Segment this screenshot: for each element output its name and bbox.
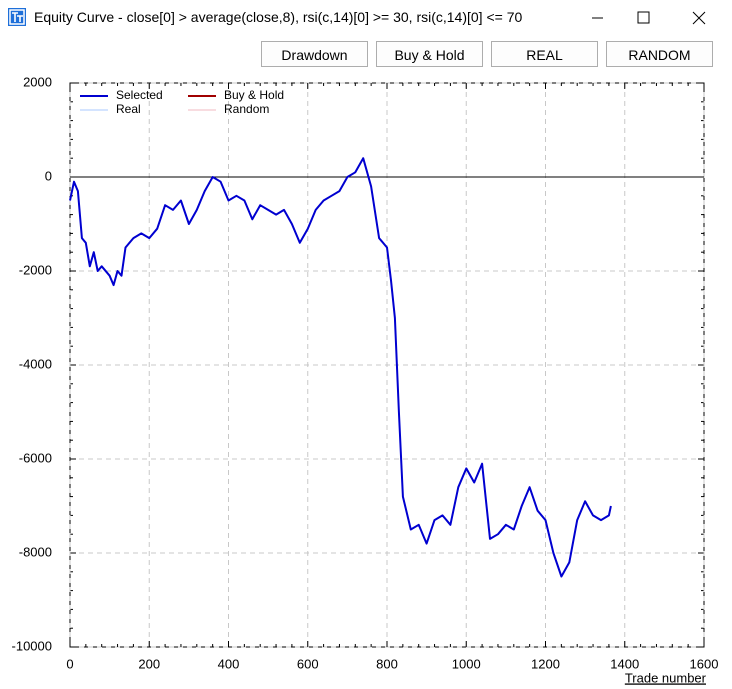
y-tick-label: 2000 [23, 74, 52, 89]
legend-label: Random [224, 102, 269, 116]
y-tick-label: -6000 [19, 450, 52, 465]
y-tick-label: -8000 [19, 544, 52, 559]
y-tick-label: -4000 [19, 356, 52, 371]
legend-label: Buy & Hold [224, 88, 284, 102]
x-tick-label: 1200 [531, 656, 560, 671]
button[interactable]: Drawdown [261, 41, 368, 67]
close[interactable] [692, 11, 706, 25]
x-axis-label: Trade number [625, 670, 707, 685]
title-bar: Equity Curve - close[0] > average(close,… [0, 0, 732, 36]
y-tick-label: -2000 [19, 262, 52, 277]
button[interactable]: RANDOM [606, 41, 713, 67]
x-tick-label: 200 [138, 656, 160, 671]
x-tick-label: 1400 [610, 656, 639, 671]
equity-line [69, 157, 612, 578]
x-tick-label: 800 [376, 656, 398, 671]
x-tick-label: 400 [218, 656, 240, 671]
x-tick-label: 1600 [690, 656, 719, 671]
button[interactable]: REAL [491, 41, 598, 67]
plot-area [69, 82, 705, 648]
x-tick-label: 1000 [452, 656, 481, 671]
legend-label: Selected [116, 88, 163, 102]
legend-label: Real [116, 102, 141, 116]
x-tick-label: 0 [66, 656, 73, 671]
maximize[interactable] [637, 11, 650, 24]
y-tick-label: 0 [45, 168, 52, 183]
y-tick-label: -10000 [12, 638, 52, 653]
app-icon [8, 8, 26, 26]
button[interactable]: Buy & Hold [376, 41, 483, 67]
x-tick-label: 600 [297, 656, 319, 671]
window-controls[interactable] [592, 0, 732, 36]
window-title: Equity Curve - close[0] > average(close,… [34, 9, 523, 25]
